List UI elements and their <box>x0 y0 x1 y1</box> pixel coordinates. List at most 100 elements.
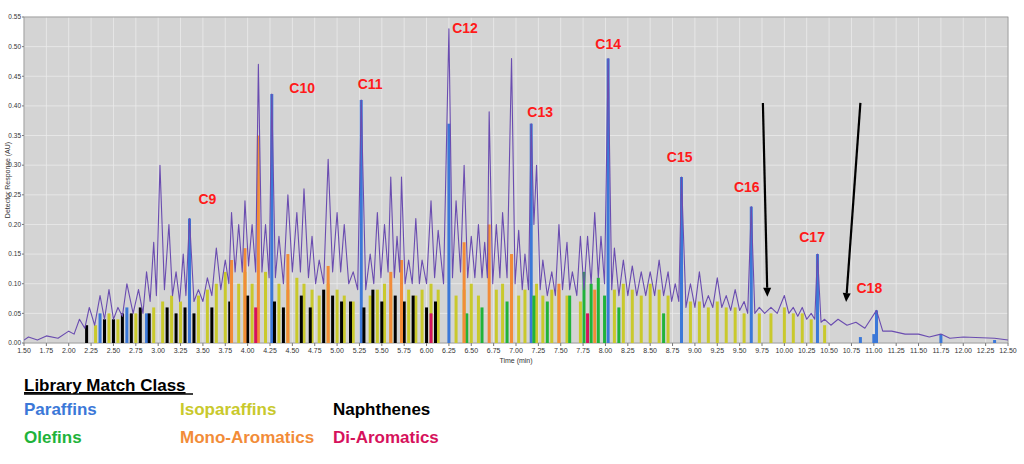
peak-bar <box>517 296 520 343</box>
tick-label: 10.75 <box>843 347 861 354</box>
peak-bar <box>210 307 213 343</box>
tick-label: 11.75 <box>932 347 949 354</box>
annotation: C12 <box>452 20 478 36</box>
peak-bar <box>470 284 473 343</box>
peak-bar <box>302 284 305 343</box>
grid-line <box>940 17 941 343</box>
tick-label: 4.50 <box>286 347 300 354</box>
tick <box>135 343 136 346</box>
peak-bar <box>557 284 560 343</box>
tick <box>717 343 718 346</box>
plot-frame <box>24 17 1008 343</box>
tick-label: 10.25 <box>798 347 816 354</box>
grid-line <box>806 17 807 343</box>
tick-label: 1.75 <box>40 347 54 354</box>
tick <box>426 343 427 346</box>
tick <box>91 343 92 346</box>
tick <box>46 343 47 346</box>
grid-line <box>135 17 136 343</box>
grid-line <box>24 76 1008 77</box>
tick-label: 4.75 <box>308 347 322 354</box>
peak-bar <box>501 284 504 343</box>
peak-bar <box>331 296 334 343</box>
grid-line <box>381 17 382 343</box>
tick <box>516 343 517 346</box>
peak-bar <box>369 296 372 343</box>
grid-line <box>158 17 159 343</box>
grid-line <box>918 17 919 343</box>
tick-label: 4.00 <box>241 347 255 354</box>
tick <box>985 343 986 346</box>
annotation: C9 <box>198 191 216 207</box>
peak-bar <box>758 313 761 343</box>
peak-bar <box>376 290 379 343</box>
peak-bar <box>481 307 484 343</box>
grid-line <box>247 17 248 343</box>
peak-bar <box>145 313 148 343</box>
peak-bar <box>769 313 772 343</box>
peak-bar <box>273 302 276 343</box>
peak-bar <box>541 296 544 343</box>
grid-line <box>404 17 405 343</box>
peak-bar <box>535 284 538 343</box>
peak-bar <box>282 307 285 343</box>
tick <box>918 343 919 346</box>
peak-bar <box>430 313 433 343</box>
tick <box>940 343 941 346</box>
tick-label: 3.00 <box>151 347 165 354</box>
tick-label: 5.75 <box>397 347 411 354</box>
peak-bar <box>107 313 110 343</box>
tick <box>471 343 472 346</box>
tick <box>538 343 539 346</box>
tick-label: 10.00 <box>776 347 794 354</box>
peak-bar <box>103 319 106 343</box>
peak-bar <box>939 334 942 343</box>
tick-label: 8.75 <box>666 347 680 354</box>
tick-label: 2.75 <box>129 347 143 354</box>
tick <box>404 343 405 346</box>
peak-bar <box>823 325 826 343</box>
grid-line <box>113 17 114 343</box>
y-axis-label: Detector Response (AU) <box>4 142 12 218</box>
x-axis-label: Time (min) <box>499 357 532 365</box>
peak-bar <box>192 313 195 343</box>
peak-bar <box>277 284 280 343</box>
peak-bar <box>725 307 728 343</box>
peak-bar <box>568 296 571 343</box>
tick-label: 0.20 <box>8 221 21 228</box>
legend-entry: Naphthenes <box>333 400 430 419</box>
peak-bar <box>430 284 433 343</box>
peak-bar <box>254 307 257 343</box>
peak-bar <box>477 296 480 343</box>
tick-label: 6.25 <box>442 347 456 354</box>
peak-bar <box>510 254 513 343</box>
peak-bar <box>734 307 737 343</box>
tick <box>247 343 248 346</box>
peak-bar <box>125 307 128 343</box>
peak-bar <box>434 302 437 343</box>
peak-bar <box>662 313 665 343</box>
peak-bar <box>465 313 468 343</box>
legend-underline <box>24 393 193 395</box>
peak-bar <box>243 248 246 343</box>
peak-bar <box>550 290 553 343</box>
peak-bar <box>412 296 415 343</box>
peak-bar <box>586 313 589 343</box>
tick <box>314 343 315 346</box>
tick-label: 9.50 <box>733 347 747 354</box>
peak-bar <box>215 284 218 343</box>
legend-title: Library Match Class <box>24 376 186 395</box>
grid-line <box>493 17 494 343</box>
peak-bar <box>152 307 155 343</box>
peak-bar <box>300 296 303 343</box>
tick <box>448 343 449 346</box>
tick <box>806 343 807 346</box>
annotation: C17 <box>799 229 825 245</box>
peak-bar <box>94 325 97 343</box>
peak-bar <box>99 313 102 343</box>
grid-line <box>24 165 1008 166</box>
peak-bar <box>783 307 786 343</box>
grid-line <box>24 254 1008 255</box>
tick <box>270 343 271 346</box>
grid-line <box>24 46 1008 47</box>
